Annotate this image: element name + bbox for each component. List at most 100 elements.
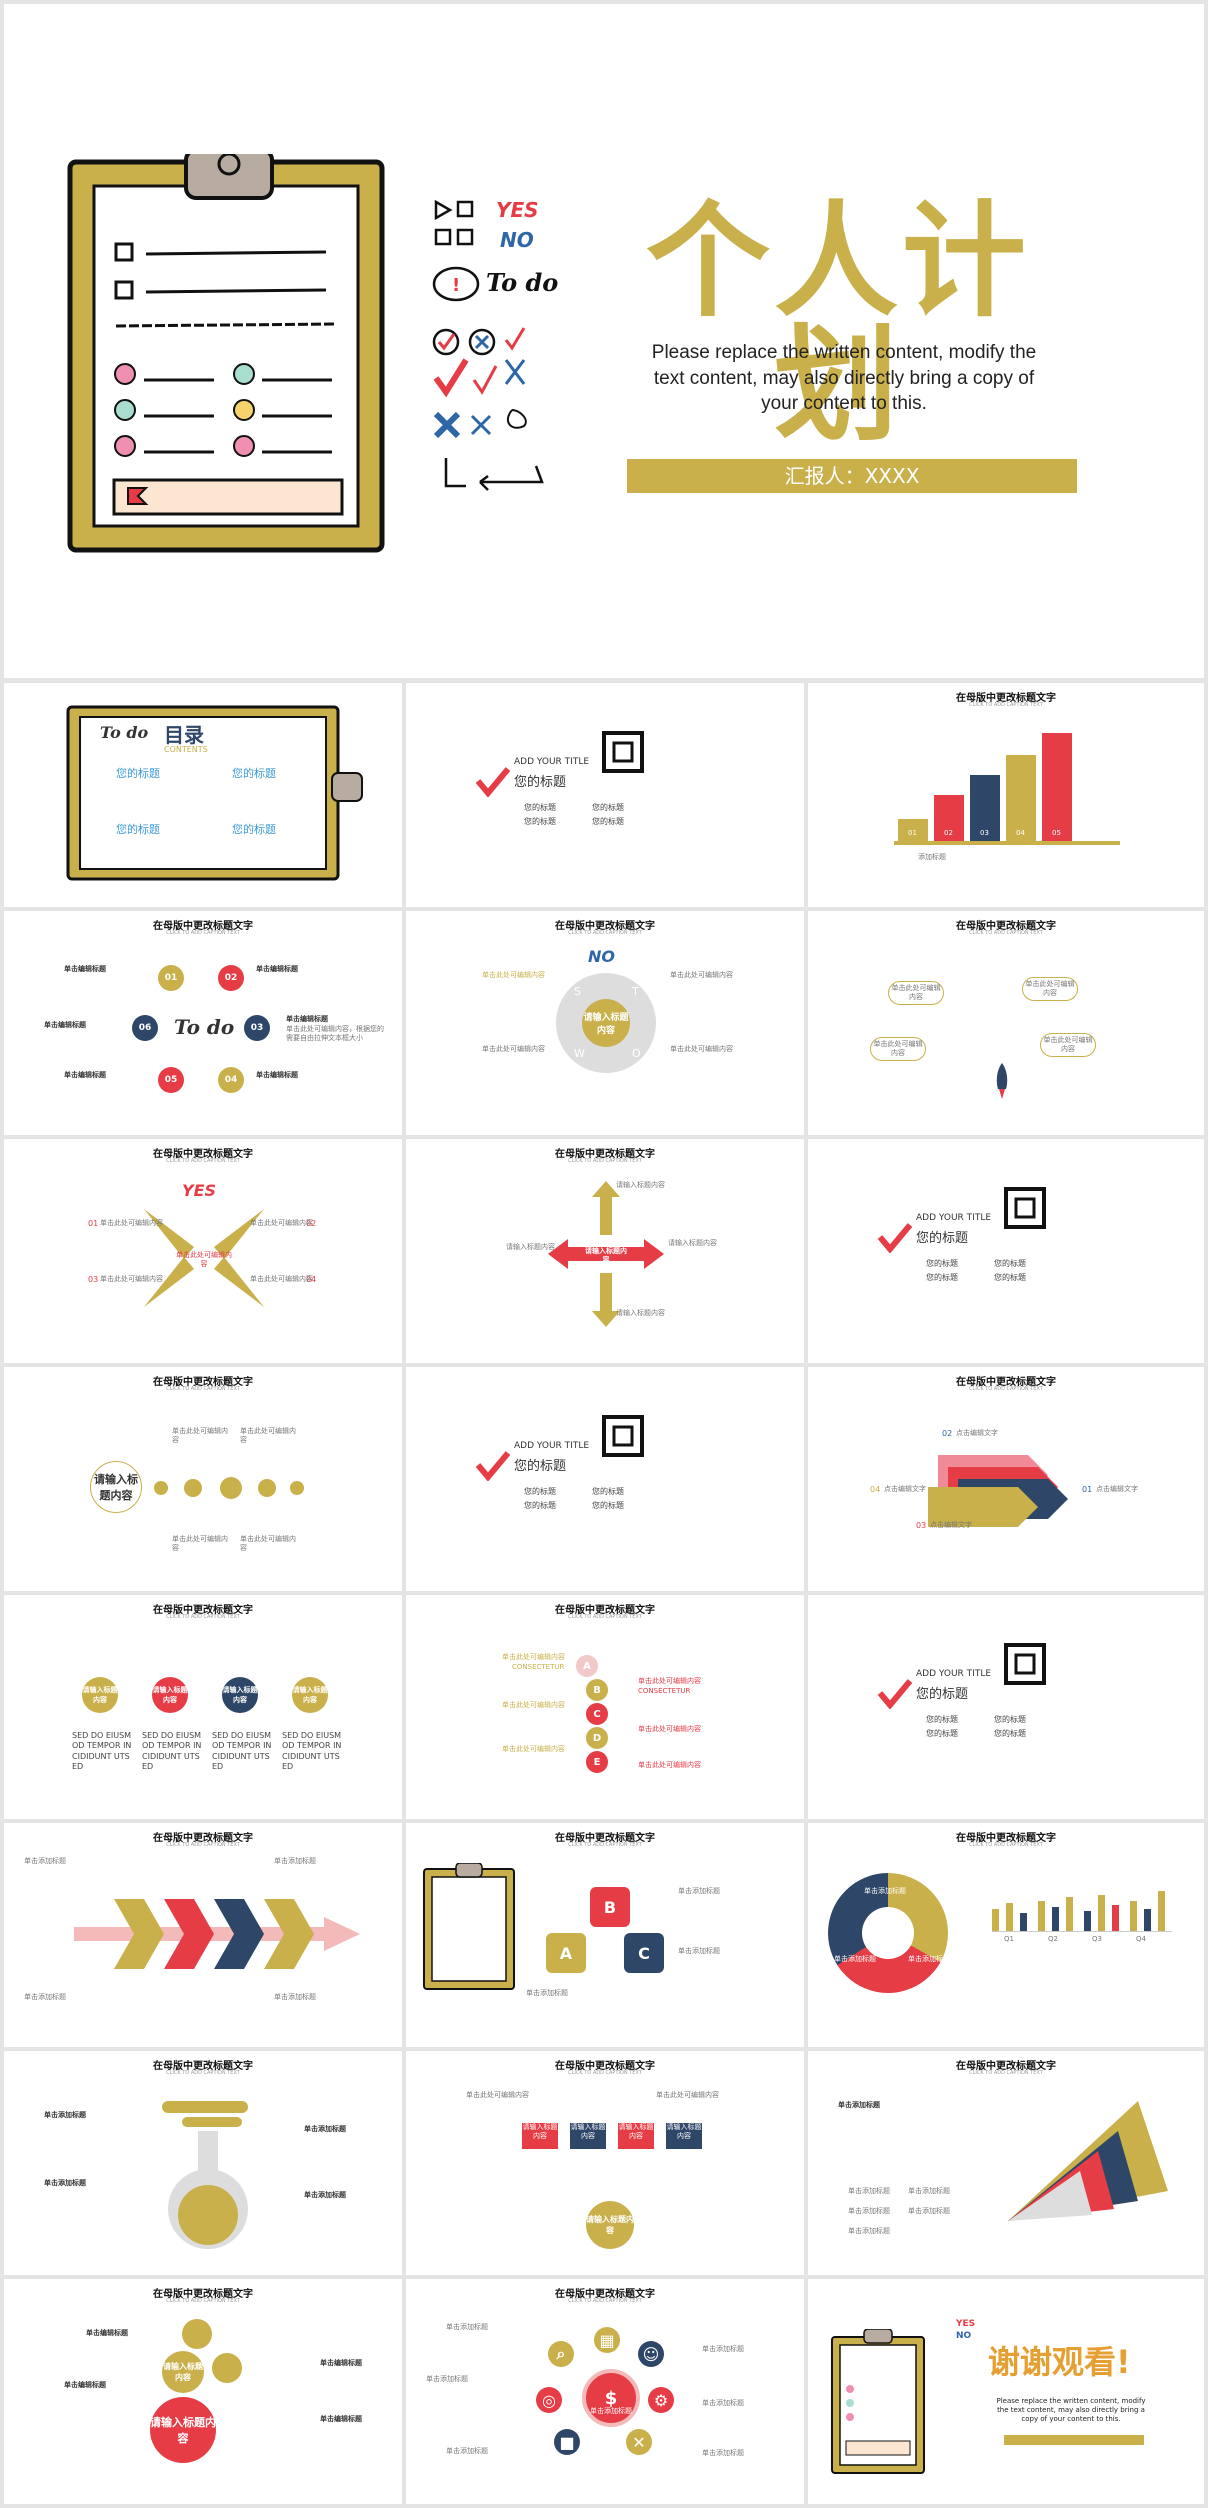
hub-node-target: ◎	[536, 2387, 562, 2413]
bubble-item-2: 单击编辑标题	[64, 2381, 106, 2389]
bullet-item-2: 您的标题	[592, 1487, 624, 1496]
slide-title: 在母版中更改标题文字	[956, 2061, 1056, 2072]
bullet-item-4: 您的标题	[592, 1501, 624, 1510]
hub-node-calendar: ▦	[594, 2327, 620, 2353]
donut-seg-1: 单击添加标题	[864, 1887, 906, 1895]
ring-item-left-1: 单击编辑标题	[64, 965, 106, 973]
dollar-icon: $	[604, 2387, 618, 2409]
ring-todo: To do	[174, 1015, 235, 1039]
four-circle-3: 请输入标题内容	[222, 1677, 258, 1713]
hub-center-label: 单击添加标题	[590, 2407, 632, 2415]
bar-label-01: 01	[908, 829, 917, 837]
slide-subtitle: CLICK TO ADD CAPTION TEXT	[568, 1842, 642, 1848]
toc-item-4[interactable]: 您的标题	[232, 823, 276, 836]
reporter-label: 汇报人：XXXX	[784, 464, 920, 488]
add-title-label: ADD YOUR TITLE	[514, 757, 590, 767]
arrow-item-03: 点击编辑文字	[930, 1521, 972, 1529]
bar-label-q1: Q1	[1004, 1935, 1014, 1943]
fishbone-item-4: 单击添加标题	[274, 1993, 316, 2001]
slide-subtitle: CLICK TO ADD CAPTION TEXT	[568, 2070, 642, 2076]
slide-title: 在母版中更改标题文字	[956, 921, 1056, 932]
reporter-bar: 汇报人：XXXX	[627, 459, 1077, 493]
donut-hole	[862, 1907, 914, 1959]
clipboard-illustration	[66, 148, 388, 554]
add-title-label: ADD YOUR TITLE	[514, 1441, 590, 1451]
cross-item-left: 请输入标题内容	[506, 1243, 555, 1251]
flask-icon	[162, 2101, 248, 2249]
flask-item-1: 单击添加标题	[44, 2111, 86, 2119]
your-title-heading: 您的标题	[514, 775, 567, 790]
puzzle-c: C	[624, 1933, 664, 1973]
puzzle-item-3: 单击添加标题	[526, 1989, 568, 1997]
abcde-left-3: 单击此处可编辑内容	[502, 1745, 565, 1753]
abcde-left-2: 单击此处可编辑内容	[502, 1701, 565, 1709]
boxes-top-right: 单击此处可编辑内容	[656, 2091, 719, 2099]
bullet-item-3: 您的标题	[524, 817, 556, 826]
box-3: 请输入标题内容	[618, 2123, 654, 2149]
bar-label-q3: Q3	[1092, 1935, 1102, 1943]
clipboard-illustration-small	[831, 2329, 925, 2474]
dots-center-label: 请输入标题内容	[94, 1473, 138, 1502]
slide-title: 在母版中更改标题文字	[153, 921, 253, 932]
toc-item-2[interactable]: 您的标题	[232, 767, 276, 780]
bar3d-slide: 在母版中更改标题文字 CLICK TO ADD CAPTION TEXT 01 …	[808, 683, 1204, 907]
dots-center: 请输入标题内容	[90, 1461, 142, 1513]
flask-item-3: 单击添加标题	[304, 2125, 346, 2133]
ring-node-06: 06	[132, 1015, 158, 1041]
box-2: 请输入标题内容	[570, 2123, 606, 2149]
bullet-item-2: 您的标题	[592, 803, 624, 812]
abcde-right-1: 单击此处可编辑内容	[638, 1677, 701, 1685]
slide-subtitle: CLICK TO ADD CAPTION TEXT	[969, 1842, 1043, 1848]
cloud-item-1: 单击此处可编辑内容	[888, 981, 944, 1006]
cloud-item-3: 单击此处可编辑内容	[870, 1037, 926, 1062]
fan-legend-5: 单击添加标题	[848, 2227, 890, 2235]
dot-3	[220, 1477, 242, 1499]
fan-graphic	[1008, 2101, 1168, 2221]
slide-title: 在母版中更改标题文字	[956, 1833, 1056, 1844]
cross-center: 请输入标题内容	[585, 1247, 627, 1265]
four-circle-2: 请输入标题内容	[152, 1677, 188, 1713]
donut-slide: 在母版中更改标题文字 CLICK TO ADD CAPTION TEXT 单击添…	[808, 1823, 1204, 2047]
yes-num-01: 01	[88, 1219, 99, 1228]
swot-s: S	[574, 985, 581, 998]
cover-subtitle: Please replace the written content, modi…	[651, 342, 1037, 415]
bar-04	[1006, 755, 1036, 841]
your-title-heading: 您的标题	[916, 1687, 969, 1702]
yes-num-03: 03	[88, 1275, 99, 1284]
four-text-4: SED DO EIUSM OD TEMPOR IN CIDIDUNT UTS E…	[282, 1731, 342, 1772]
abcde-a: A	[576, 1655, 598, 1677]
yes-item-4: 单击此处可编辑内容	[250, 1275, 313, 1283]
cross-arrows-graphic	[548, 1181, 664, 1327]
puzzle-a: A	[546, 1933, 586, 1973]
bubble-item-1: 单击编辑标题	[86, 2329, 128, 2337]
section-slide-3: ADD YOUR TITLE 您的标题 您的标题 您的标题 您的标题 您的标题	[406, 1367, 804, 1591]
calendar-icon: ▦	[599, 2330, 615, 2350]
bubble-item-4: 单击编辑标题	[320, 2415, 362, 2423]
your-title-heading: 您的标题	[916, 1231, 969, 1246]
toc-item-1[interactable]: 您的标题	[116, 767, 160, 780]
check-icon	[476, 767, 510, 797]
dots-item-3: 单击此处可编辑内容	[172, 1535, 228, 1553]
mini-bar	[992, 1909, 999, 1931]
slide-title: 在母版中更改标题文字	[555, 2289, 655, 2300]
mini-bar	[1158, 1891, 1165, 1931]
hand-drawn-square-icon	[1004, 1187, 1046, 1229]
arrow-item-02: 点击编辑文字	[956, 1429, 998, 1437]
bullet-item-2: 您的标题	[994, 1715, 1026, 1724]
cloud-slide: 在母版中更改标题文字 CLICK TO ADD CAPTION TEXT 单击此…	[808, 911, 1204, 1135]
toc-item-3[interactable]: 您的标题	[116, 823, 160, 836]
fan-heading: 单击添加标题	[838, 2101, 880, 2109]
mini-bar	[1130, 1901, 1137, 1931]
slide-subtitle: CLICK TO ADD CAPTION TEXT	[969, 1386, 1043, 1392]
swot-no: NO	[588, 947, 615, 966]
dots-item-1: 单击此处可编辑内容	[172, 1427, 228, 1445]
hub-node-box: ■	[554, 2429, 580, 2455]
swot-item-2: 单击此处可编辑内容	[670, 971, 733, 979]
mini-bar	[1144, 1909, 1151, 1931]
bullet-item-1: 您的标题	[524, 803, 556, 812]
abcde-left-1: 单击此处可编辑内容	[502, 1653, 565, 1661]
box-icon: ■	[559, 2432, 575, 2452]
arrow-num-03: 03	[916, 1521, 927, 1530]
dots-item-2: 单击此处可编辑内容	[240, 1427, 296, 1445]
slide-title: 在母版中更改标题文字	[555, 1605, 655, 1616]
